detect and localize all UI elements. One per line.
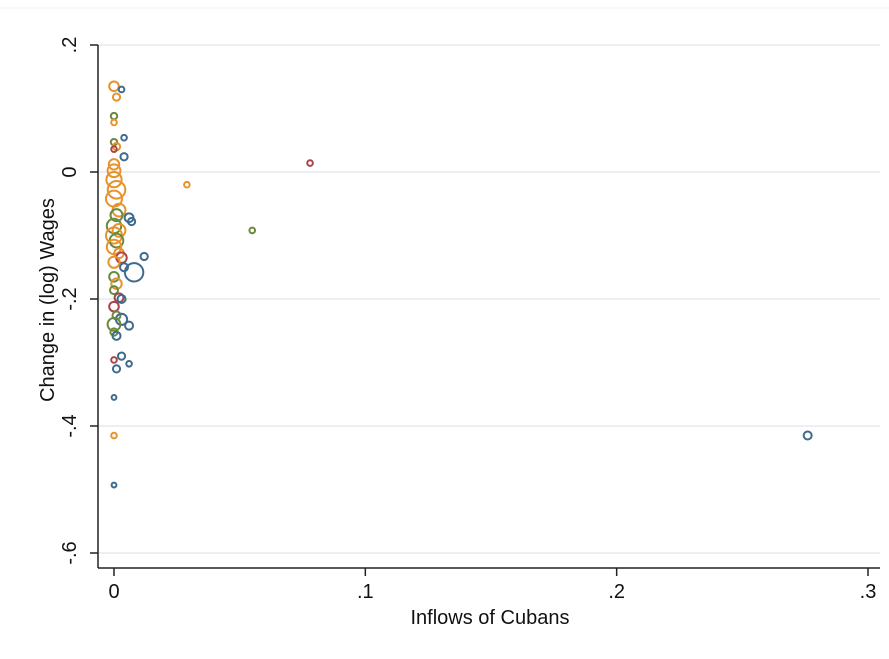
data-point: [119, 152, 129, 162]
gridlines: [0, 7, 889, 554]
data-point: [111, 330, 122, 341]
data-point: [110, 431, 118, 440]
data-point: [110, 481, 118, 489]
data-point: [123, 262, 145, 283]
data-point: [125, 359, 133, 368]
y-tick-label: -.4: [59, 414, 81, 437]
data-point: [110, 277, 123, 290]
data-point: [139, 251, 149, 262]
data-points: [105, 80, 813, 489]
data-point: [111, 223, 127, 238]
data-point: [110, 394, 118, 401]
data-point: [306, 159, 314, 167]
data-point: [106, 163, 122, 179]
data-point: [107, 255, 121, 269]
x-tick-label: .3: [860, 581, 877, 603]
data-point: [109, 285, 119, 296]
data-point: [183, 180, 191, 189]
data-point: [107, 158, 121, 171]
data-point: [105, 171, 123, 189]
x-tick-label: .2: [608, 581, 625, 603]
data-point: [111, 364, 122, 374]
y-tick-label: .2: [59, 37, 81, 54]
data-point: [124, 320, 135, 331]
data-point: [110, 356, 118, 364]
data-point: [108, 80, 120, 93]
data-point: [110, 145, 118, 153]
data-point: [120, 133, 128, 142]
data-point: [110, 118, 118, 127]
data-point: [248, 226, 257, 235]
y-tick-label: -.2: [59, 287, 81, 310]
y-tick-label: 0: [59, 166, 81, 177]
data-point: [106, 179, 127, 200]
data-point: [108, 270, 120, 283]
data-point: [111, 92, 122, 102]
axes: -.6 -.4 -.2 0 .2 0 .1 .2 .3: [59, 37, 880, 603]
x-tick-label: .1: [357, 581, 374, 603]
data-point: [106, 317, 122, 332]
x-tick-label: 0: [108, 581, 119, 603]
data-point: [116, 351, 127, 361]
y-axis-title: Change in (log) Wages: [37, 198, 59, 402]
data-point: [117, 85, 126, 94]
data-point: [126, 216, 137, 227]
data-point: [802, 430, 813, 441]
data-point: [116, 294, 127, 304]
y-tick-label: -.6: [59, 541, 81, 564]
x-axis-title: Inflows of Cubans: [411, 607, 570, 629]
data-point: [109, 208, 124, 223]
